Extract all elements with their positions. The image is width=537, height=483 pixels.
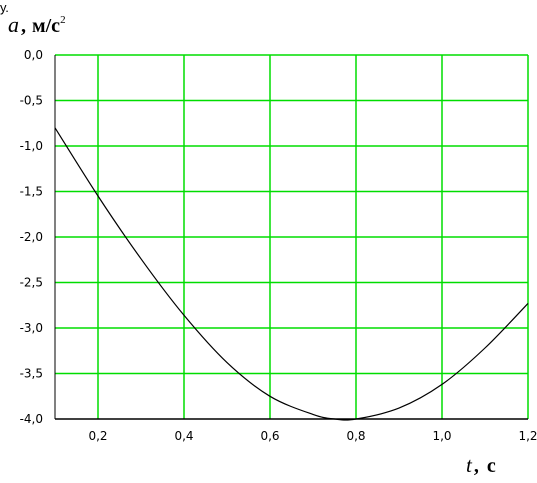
- y-tick-label: -4,0: [20, 412, 43, 426]
- x-axis-symbol: t: [466, 453, 473, 477]
- x-tick-label: 0,8: [346, 429, 365, 443]
- x-axis-label: t, с: [466, 453, 496, 477]
- y-axis-comma: ,: [21, 15, 26, 37]
- x-tick-labels: 0,2 0,4 0,6 0,8 1,0 1,2: [88, 429, 537, 443]
- y-tick-label: -1,0: [20, 139, 43, 153]
- x-axis-unit: с: [487, 455, 496, 477]
- y-axis-unit-superscript: 2: [60, 14, 66, 26]
- y-tick-label: -2,0: [20, 230, 43, 244]
- y-tick-label: -1,5: [20, 185, 43, 199]
- grid: [55, 54, 529, 419]
- y-axis-unit: м/с: [32, 15, 60, 37]
- corner-text-fragment: у.: [0, 0, 9, 15]
- y-tick-label: -2,5: [20, 276, 43, 290]
- y-tick-label: -0,5: [20, 94, 43, 108]
- y-tick-label: 0,0: [24, 48, 43, 62]
- y-axis-label: a, м/с2: [8, 12, 66, 37]
- y-tick-label: -3,5: [20, 367, 43, 381]
- x-axis-separator: ,: [474, 455, 479, 477]
- x-tick-label: 1,2: [518, 429, 537, 443]
- series-line: [54, 127, 529, 421]
- y-tick-label: -3,0: [20, 321, 43, 335]
- y-axis-symbol: a: [8, 12, 19, 37]
- x-tick-label: 0,4: [174, 429, 193, 443]
- x-tick-label: 0,6: [260, 429, 279, 443]
- x-tick-label: 0,2: [88, 429, 107, 443]
- y-tick-labels: 0,0 -0,5 -1,0 -1,5 -2,0 -2,5 -3,0 -3,5 -4,0: [20, 48, 43, 426]
- x-tick-label: 1,0: [432, 429, 451, 443]
